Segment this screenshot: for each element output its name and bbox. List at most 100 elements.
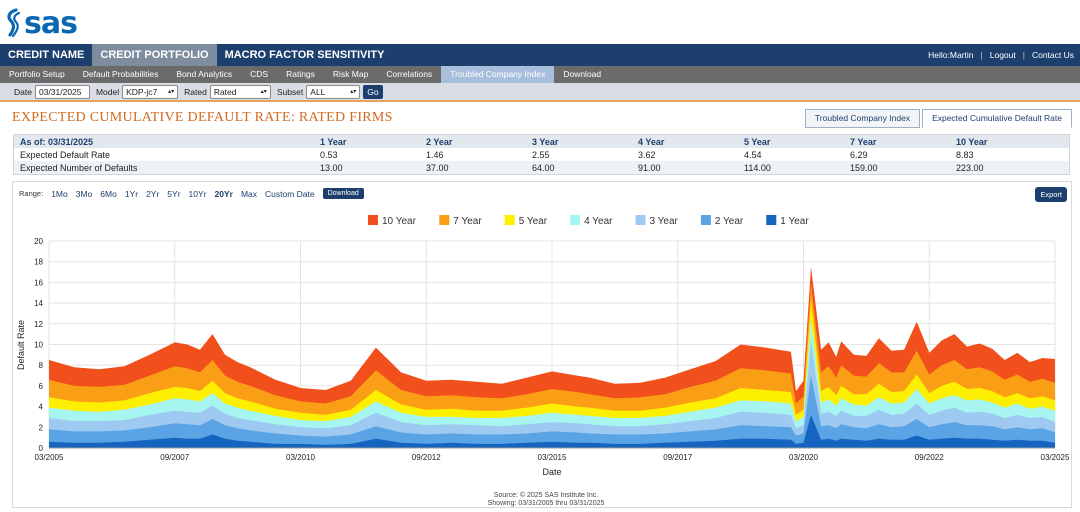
source-line-2: Showing: 03/31/2005 thru 03/31/2025 xyxy=(488,500,605,507)
table-cell: 1.46 xyxy=(420,148,526,161)
x-tick-label: 03/2010 xyxy=(286,453,315,462)
range-option-3mo[interactable]: 3Mo xyxy=(75,188,93,199)
contact-us-link[interactable]: Contact Us xyxy=(1031,50,1074,60)
subnav-item-bond-analytics[interactable]: Bond Analytics xyxy=(176,69,233,79)
table-cell: 13.00 xyxy=(314,161,420,174)
subset-select[interactable]: ALL ▴▾ xyxy=(306,84,361,99)
tab-credit-portfolio[interactable]: CREDIT PORTFOLIO xyxy=(92,44,217,66)
subnav-item-correlations[interactable]: Correlations xyxy=(386,69,433,79)
legend-label: 3 Year xyxy=(650,216,679,227)
sas-logo-text: sas xyxy=(24,5,78,41)
y-tick-label: 20 xyxy=(34,237,43,246)
legend-swatch xyxy=(700,215,711,225)
range-option-max[interactable]: Max xyxy=(240,188,257,199)
y-tick-label: 14 xyxy=(34,299,43,308)
updown-arrows-icon: ▴▾ xyxy=(260,88,267,95)
x-axis-title: Date xyxy=(542,467,561,477)
source-line-1: Source: © 2025 SAS Institute Inc. xyxy=(494,491,598,499)
y-tick-label: 2 xyxy=(39,423,44,432)
y-tick-label: 8 xyxy=(39,361,44,370)
model-value: KDP-jc7 xyxy=(126,86,158,97)
range-option-1yr[interactable]: 1Yr xyxy=(124,188,139,199)
y-tick-label: 6 xyxy=(39,382,44,391)
y-tick-label: 10 xyxy=(34,341,43,350)
tab-expected-cumulative-default-rate[interactable]: Expected Cumulative Default Rate xyxy=(922,109,1072,128)
table-cell: 64.00 xyxy=(526,161,632,174)
legend-swatch xyxy=(766,215,777,225)
sas-logo: sas xyxy=(4,4,78,42)
subnav-item-download[interactable]: Download xyxy=(563,69,602,79)
range-option-1mo[interactable]: 1Mo xyxy=(51,188,68,199)
logout-link[interactable]: Logout xyxy=(989,50,1016,60)
top-navigation: CREDIT NAME CREDIT PORTFOLIO MACRO FACTO… xyxy=(0,44,1080,66)
updown-arrows-icon: ▴▾ xyxy=(168,88,175,95)
column-header: 10 Year xyxy=(950,135,1069,148)
date-input[interactable]: 03/31/2025 xyxy=(34,84,90,99)
x-tick-label: 03/2025 xyxy=(1041,453,1070,462)
subnav-item-risk-map[interactable]: Risk Map xyxy=(332,69,369,79)
x-tick-label: 03/2020 xyxy=(789,453,818,462)
x-tick-label: 09/2022 xyxy=(915,453,944,462)
x-tick-label: 09/2012 xyxy=(412,453,441,462)
subnav-item-default-probabilities[interactable]: Default Probabilities xyxy=(82,69,159,79)
legend-swatch xyxy=(504,215,515,225)
y-tick-label: 4 xyxy=(39,403,44,412)
separator: | xyxy=(1022,50,1025,60)
greeting-text: Hello:Martin xyxy=(928,50,974,60)
x-tick-label: 03/2005 xyxy=(35,453,64,462)
subnav-item-troubled-company-index[interactable]: Troubled Company Index xyxy=(441,66,555,83)
table-cell: 3.62 xyxy=(632,148,738,161)
tab-troubled-company-index[interactable]: Troubled Company Index xyxy=(804,109,921,128)
column-header: 3 Year xyxy=(526,135,632,148)
rated-value: Rated xyxy=(213,86,237,97)
subnav-item-ratings[interactable]: Ratings xyxy=(286,69,315,79)
as-of-header: As of: 03/31/2025 xyxy=(14,135,314,148)
legend-swatch xyxy=(635,215,646,225)
table-cell: 2.55 xyxy=(526,148,632,161)
table-cell: 159.00 xyxy=(844,161,950,174)
legend-label: 1 Year xyxy=(780,216,809,227)
tab-credit-name[interactable]: CREDIT NAME xyxy=(8,49,85,61)
range-option-custom-date[interactable]: Custom Date xyxy=(265,188,315,199)
legend-swatch xyxy=(570,215,581,225)
subnav-item-cds[interactable]: CDS xyxy=(250,69,269,79)
y-tick-label: 0 xyxy=(39,444,44,453)
table-cell: 37.00 xyxy=(420,161,526,174)
range-option-6mo[interactable]: 6Mo xyxy=(100,188,117,199)
row-label: Expected Number of Defaults xyxy=(14,161,314,174)
model-select[interactable]: KDP-jc7 ▴▾ xyxy=(122,84,179,99)
default-rate-chart: 0 2 4 6 8 10 12 14 16 18 20 03/2005 09/2007 03/2010 09… xyxy=(16,215,1070,507)
range-option-20yr[interactable]: 20Yr xyxy=(214,188,233,199)
table-row: Expected Number of Defaults 13.00 37.00 … xyxy=(14,161,1069,174)
row-label: Expected Default Rate xyxy=(14,148,314,161)
table-cell: 4.54 xyxy=(738,148,844,161)
subnav-item-portfolio-setup[interactable]: Portfolio Setup xyxy=(9,69,65,79)
chart-axes: 0 2 4 6 8 10 12 14 16 18 20 03/2005 09/2007 03/2010 09… xyxy=(34,237,1070,462)
page-title: EXPECTED CUMULATIVE DEFAULT RATE: RATED … xyxy=(12,110,393,125)
legend-label: 10 Year xyxy=(382,216,417,227)
view-tabs: Troubled Company Index Expected Cumulati… xyxy=(804,109,1072,128)
user-menu: Hello:Martin | Logout | Contact Us xyxy=(928,44,1074,66)
range-option-2yr[interactable]: 2Yr xyxy=(146,188,160,199)
range-option-5yr[interactable]: 5Yr xyxy=(167,188,181,199)
legend-label: 5 Year xyxy=(519,216,548,227)
column-header: 7 Year xyxy=(844,135,950,148)
sub-navigation: Portfolio Setup Default Probabilities Bo… xyxy=(0,66,1080,83)
download-button[interactable]: Download xyxy=(322,188,364,199)
range-option-10yr[interactable]: 10Yr xyxy=(188,188,207,199)
table-cell: 91.00 xyxy=(632,161,738,174)
legend-swatch xyxy=(439,215,450,225)
rated-select[interactable]: Rated ▴▾ xyxy=(209,84,271,99)
top-tabs: CREDIT NAME CREDIT PORTFOLIO MACRO FACTO… xyxy=(0,44,392,66)
subset-value: ALL xyxy=(310,86,326,97)
range-label: Range: xyxy=(19,189,44,198)
legend-swatch xyxy=(368,215,378,225)
y-tick-label: 16 xyxy=(34,278,43,287)
updown-arrows-icon: ▴▾ xyxy=(350,88,357,95)
go-button[interactable]: Go xyxy=(363,84,383,99)
legend-label: 2 Year xyxy=(715,216,744,227)
subset-label: Subset xyxy=(276,86,304,97)
tab-macro-factor-sensitivity[interactable]: MACRO FACTOR SENSITIVITY xyxy=(224,49,385,61)
export-button[interactable]: Export xyxy=(1035,187,1067,202)
table-cell: 223.00 xyxy=(950,161,1069,174)
